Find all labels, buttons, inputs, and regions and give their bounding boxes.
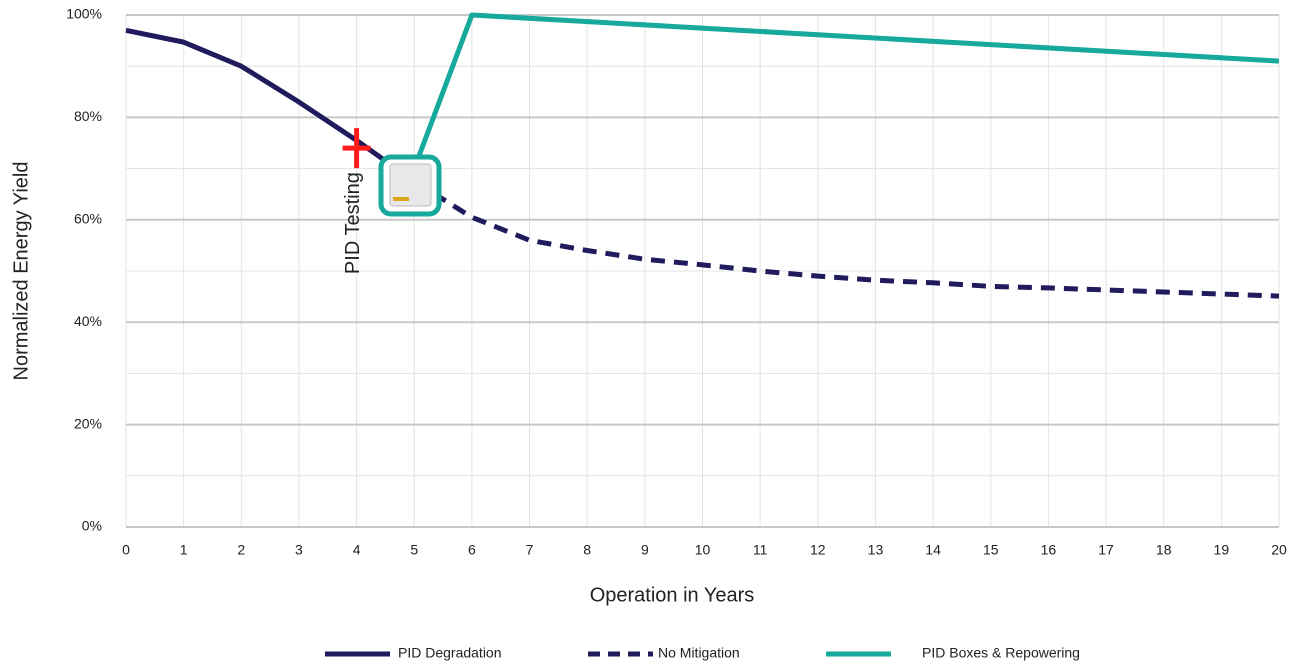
series-line: [414, 15, 1279, 169]
legend: PID Degradation No Mitigation PID Boxes & …: [325, 645, 1080, 661]
annotation-text: PID Testing: [342, 172, 364, 274]
legend-label: PID Boxes & Repowering: [922, 645, 1080, 661]
y-tick-label: 0%: [82, 518, 102, 534]
x-tick-label: 6: [468, 542, 476, 558]
legend-label: PID Degradation: [398, 645, 502, 661]
y-tick-label: 100%: [66, 6, 102, 22]
x-tick-label: 11: [753, 542, 768, 558]
x-tick-label: 13: [868, 542, 884, 558]
x-tick-label: 5: [410, 542, 418, 558]
x-tick-label: 15: [983, 542, 999, 558]
x-tick-label: 9: [641, 542, 649, 558]
pid-box-icon: [381, 157, 439, 214]
x-tick-label: 4: [353, 542, 361, 558]
y-axis-label: Normalized Energy Yield: [10, 162, 32, 381]
series-line: [126, 30, 414, 181]
x-tick-label: 10: [695, 542, 711, 558]
x-axis-label: Operation in Years: [590, 584, 755, 606]
x-tick-label: 3: [295, 542, 303, 558]
chart: 0%20%40%60%80%100%0123456789101112131415…: [0, 0, 1289, 665]
x-tick-label: 1: [180, 542, 188, 558]
icon-logo: [393, 197, 409, 201]
x-tick-label: 12: [810, 542, 826, 558]
legend-label: No Mitigation: [658, 645, 740, 661]
x-tick-label: 18: [1156, 542, 1172, 558]
series-line: [414, 181, 1279, 296]
x-tick-label: 16: [1041, 542, 1057, 558]
x-tick-label: 7: [526, 542, 534, 558]
x-tick-label: 0: [122, 542, 130, 558]
x-tick-label: 19: [1214, 542, 1230, 558]
y-tick-label: 40%: [74, 313, 102, 329]
y-tick-label: 60%: [74, 211, 102, 227]
x-tick-label: 17: [1098, 542, 1114, 558]
x-tick-label: 2: [237, 542, 245, 558]
x-tick-label: 20: [1271, 542, 1287, 558]
x-tick-label: 8: [583, 542, 591, 558]
y-tick-label: 80%: [74, 108, 102, 124]
x-tick-label: 14: [925, 542, 941, 558]
y-tick-label: 20%: [74, 415, 102, 431]
